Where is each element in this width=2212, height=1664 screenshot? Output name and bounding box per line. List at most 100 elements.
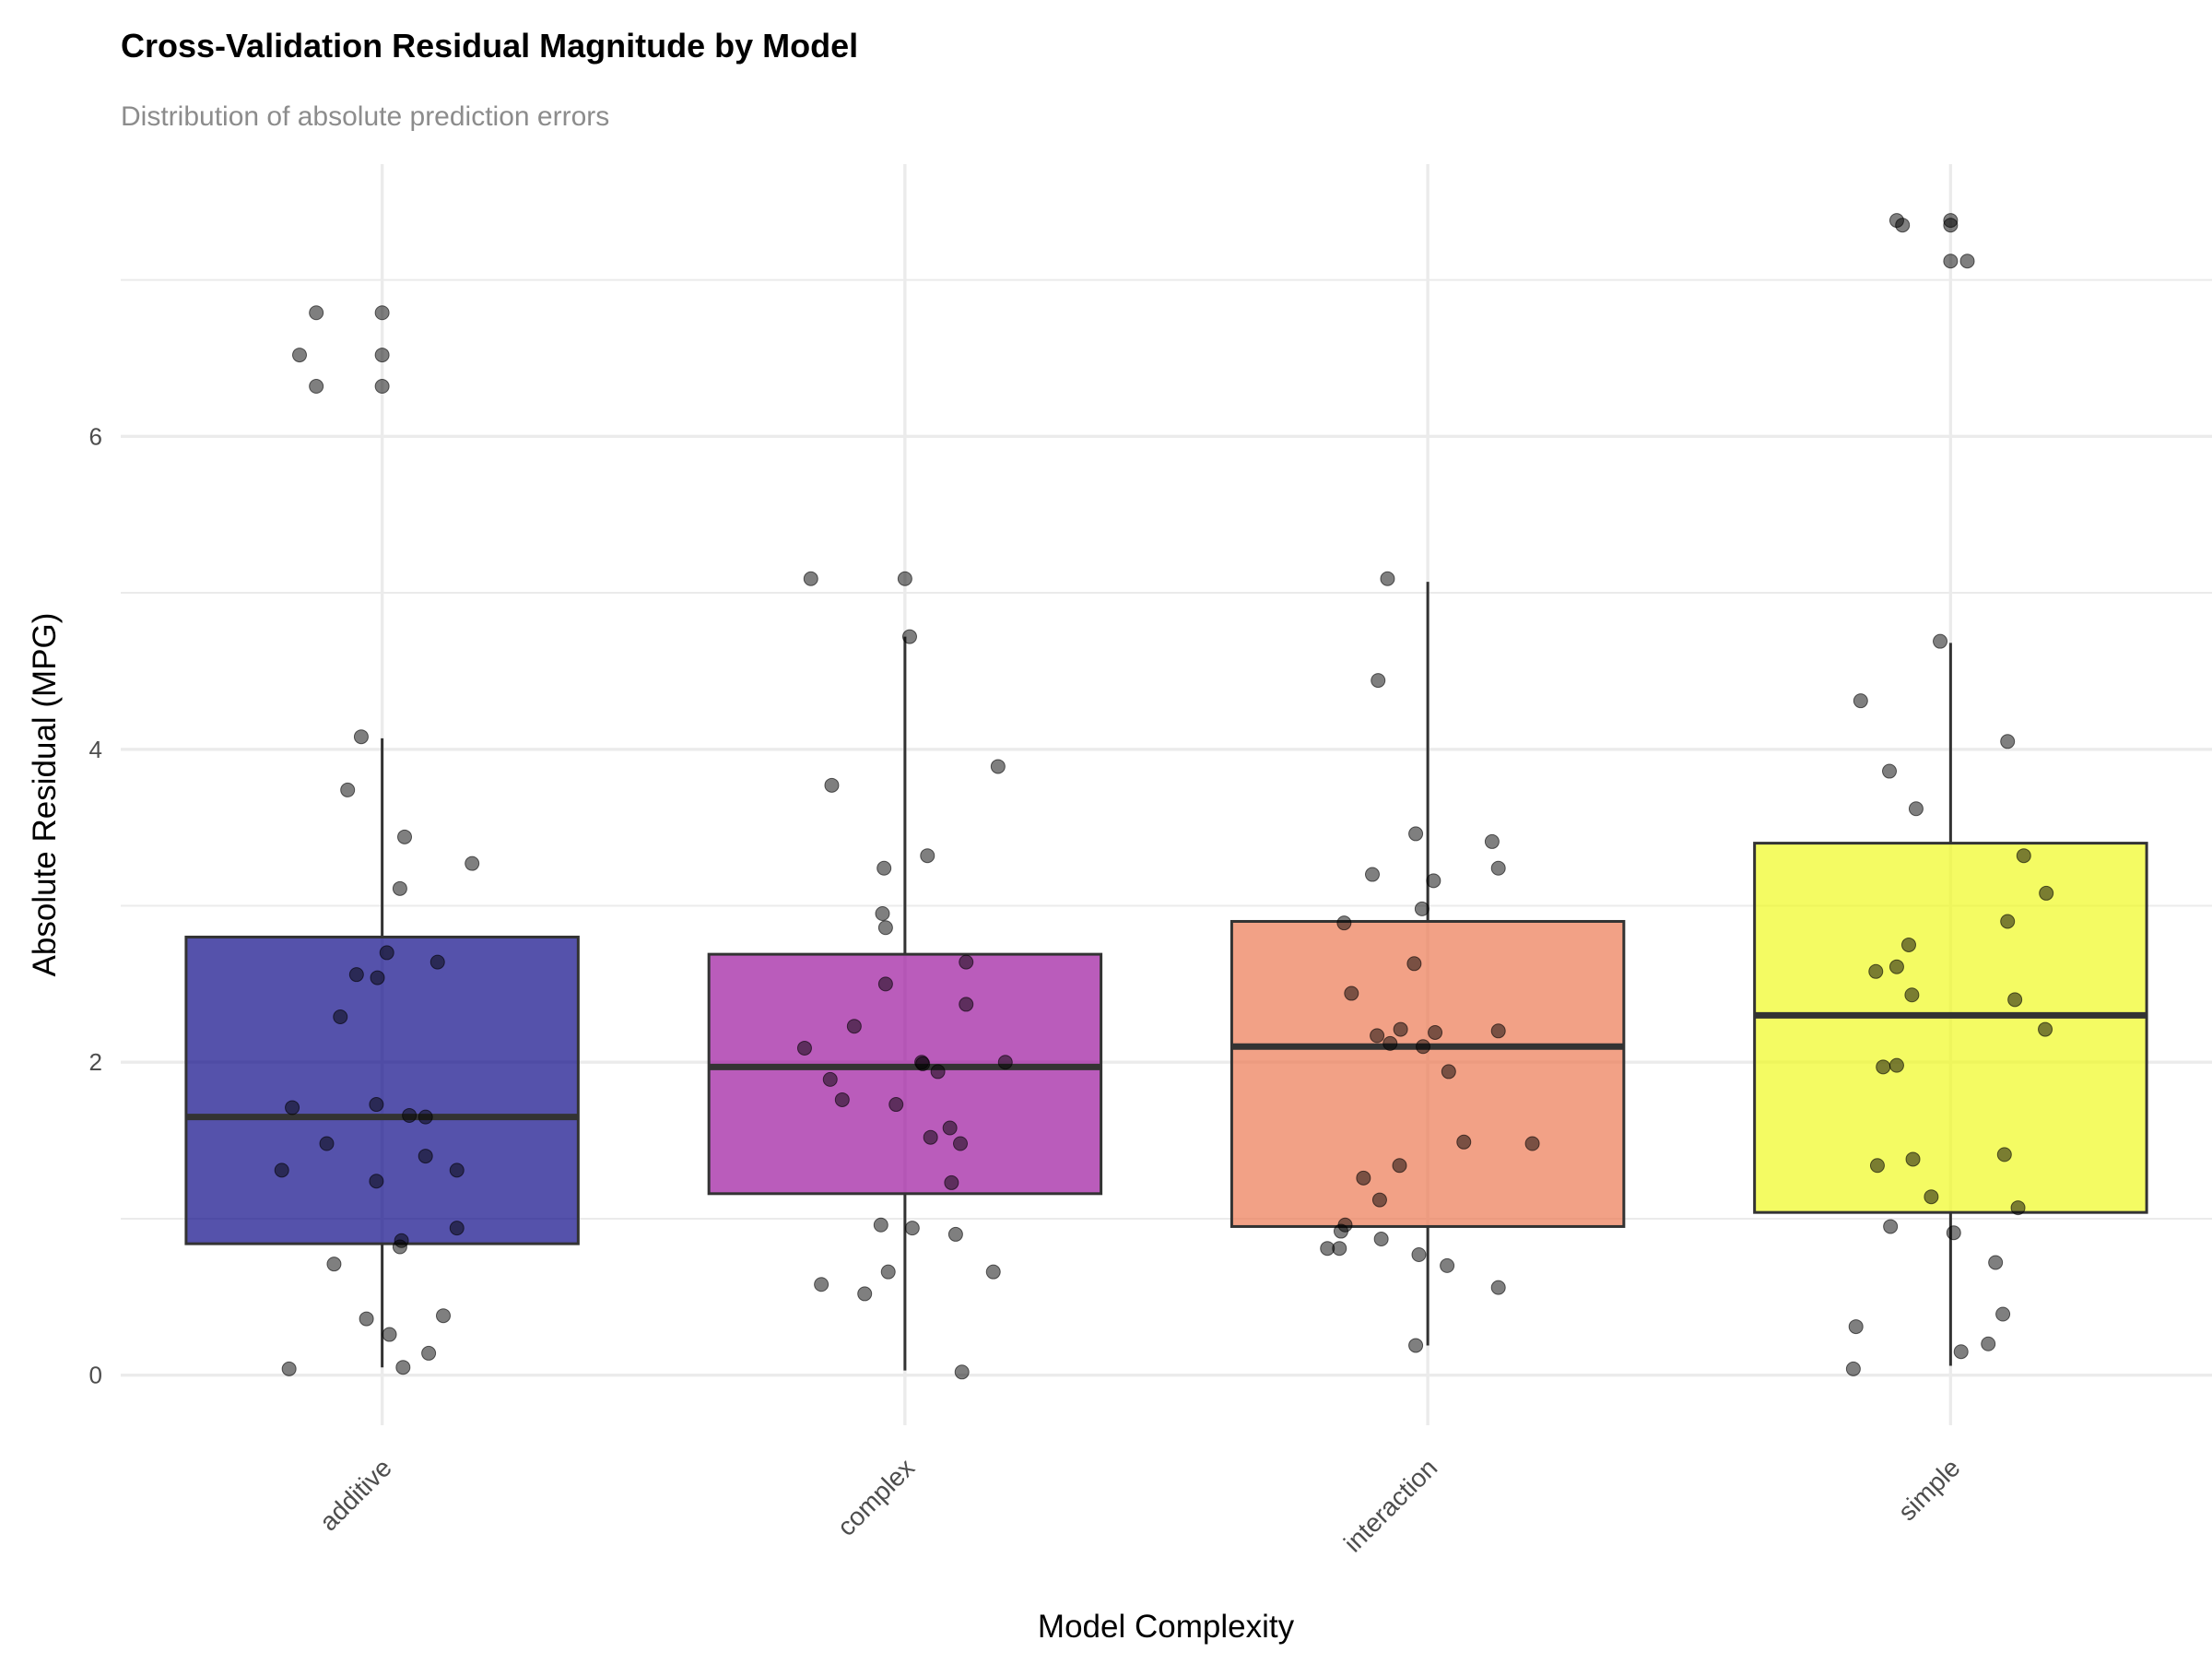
- data-point-additive: [309, 305, 324, 321]
- data-point-interaction: [1490, 860, 1506, 876]
- box-simple: [1753, 842, 2148, 1214]
- data-point-simple: [1946, 1225, 1961, 1241]
- data-point-simple: [1888, 959, 1904, 974]
- box-additive: [184, 935, 580, 1245]
- data-point-complex: [877, 860, 892, 876]
- data-point-complex: [857, 1286, 873, 1302]
- data-point-interaction: [1392, 1158, 1407, 1174]
- data-point-complex: [880, 1264, 896, 1280]
- y-axis-title: Absolute Residual (MPG): [27, 613, 63, 977]
- data-point-additive: [359, 1311, 374, 1327]
- data-point-interaction: [1382, 1035, 1398, 1051]
- data-point-complex: [814, 1277, 830, 1292]
- data-point-interaction: [1336, 915, 1352, 931]
- data-point-interaction: [1356, 1170, 1371, 1186]
- y-tick-label: 2: [89, 1048, 102, 1076]
- data-point-simple: [1953, 1344, 1969, 1360]
- y-tick-label: 0: [89, 1362, 102, 1389]
- data-point-simple: [1995, 1306, 2011, 1322]
- data-point-additive: [333, 1009, 348, 1025]
- data-point-complex: [901, 629, 917, 644]
- data-point-simple: [1943, 218, 1959, 233]
- data-point-interaction: [1490, 1280, 1506, 1295]
- data-point-complex: [824, 777, 840, 793]
- data-point-simple: [1981, 1336, 1996, 1351]
- data-point-additive: [435, 1308, 451, 1324]
- data-point-additive: [397, 829, 413, 844]
- data-point-simple: [2010, 1200, 2026, 1216]
- data-point-simple: [1888, 1057, 1904, 1073]
- data-point-complex: [942, 1120, 958, 1136]
- data-point-complex: [803, 571, 818, 586]
- data-point-additive: [370, 970, 385, 985]
- data-point-simple: [1883, 1219, 1899, 1234]
- data-point-simple: [1904, 987, 1920, 1003]
- data-point-simple: [1900, 937, 1916, 952]
- data-point-simple: [1988, 1255, 2004, 1270]
- data-point-additive: [369, 1097, 384, 1113]
- data-point-complex: [954, 1364, 970, 1380]
- data-point-complex: [959, 954, 974, 970]
- data-point-complex: [990, 759, 1006, 774]
- data-point-interaction: [1490, 1023, 1506, 1039]
- data-point-simple: [1868, 963, 1884, 979]
- data-point-complex: [888, 1097, 904, 1113]
- box-complex: [707, 952, 1103, 1196]
- data-point-interaction: [1456, 1134, 1472, 1150]
- data-point-additive: [285, 1100, 300, 1115]
- data-point-complex: [985, 1264, 1001, 1280]
- data-point-complex: [822, 1071, 838, 1087]
- data-point-additive: [326, 1257, 342, 1272]
- data-point-complex: [875, 905, 890, 921]
- data-point-additive: [382, 1327, 397, 1342]
- data-point-complex: [846, 1019, 862, 1034]
- chart-title: Cross-Validation Residual Magnitude by M…: [121, 27, 858, 65]
- data-point-additive: [309, 379, 324, 395]
- data-point-additive: [374, 379, 390, 395]
- data-point-simple: [1959, 254, 1975, 269]
- data-point-complex: [877, 920, 893, 936]
- data-point-additive: [340, 782, 356, 797]
- data-point-simple: [1869, 1158, 1885, 1174]
- points: [274, 213, 2054, 1380]
- data-point-complex: [834, 1092, 850, 1107]
- data-point-complex: [915, 1056, 931, 1071]
- data-point-interaction: [1333, 1223, 1348, 1239]
- data-point-simple: [1848, 1319, 1864, 1335]
- data-point-interaction: [1426, 873, 1441, 889]
- data-point-additive: [274, 1162, 289, 1178]
- data-point-simple: [1895, 218, 1911, 233]
- data-point-interaction: [1416, 1039, 1431, 1055]
- data-point-simple: [1876, 1059, 1891, 1075]
- data-point-additive: [392, 880, 407, 896]
- data-point-additive: [291, 348, 307, 363]
- data-point-complex: [959, 997, 974, 1012]
- data-point-simple: [1924, 1189, 1939, 1205]
- data-point-complex: [953, 1136, 969, 1151]
- data-point-additive: [395, 1360, 411, 1375]
- x-axis-ticks: additive complex interaction simple: [314, 1453, 1966, 1557]
- data-point-interaction: [1441, 1064, 1456, 1080]
- data-point-simple: [1943, 254, 1959, 269]
- data-point-interaction: [1524, 1136, 1540, 1151]
- x-tick-label-interaction: interaction: [1338, 1453, 1442, 1557]
- data-point-additive: [449, 1162, 465, 1178]
- data-point-additive: [379, 945, 394, 961]
- data-point-interaction: [1364, 867, 1380, 882]
- data-point-complex: [897, 571, 912, 586]
- data-point-additive: [429, 954, 445, 970]
- x-tick-label-simple: simple: [1892, 1453, 1965, 1526]
- data-point-interaction: [1408, 1338, 1424, 1353]
- data-point-simple: [2039, 885, 2054, 901]
- data-point-additive: [418, 1149, 433, 1164]
- data-point-additive: [465, 856, 480, 871]
- data-point-interaction: [1414, 901, 1430, 916]
- data-point-complex: [944, 1174, 959, 1190]
- data-point-interaction: [1373, 1232, 1389, 1247]
- data-point-additive: [421, 1345, 437, 1361]
- data-point-interaction: [1344, 985, 1359, 1001]
- data-point-interaction: [1408, 826, 1424, 842]
- data-point-complex: [947, 1226, 963, 1242]
- data-point-simple: [1853, 693, 1868, 709]
